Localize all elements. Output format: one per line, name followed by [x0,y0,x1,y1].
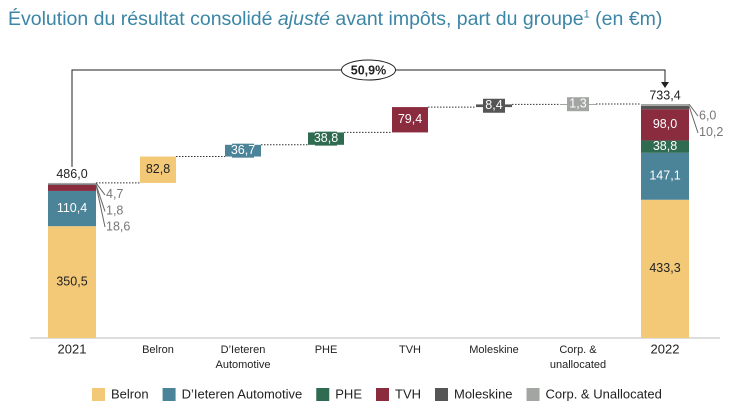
leader-line [688,105,699,134]
x-tick-label: Corp. & [559,344,597,356]
value-label: 350,5 [56,274,87,288]
stack-segment [48,190,96,227]
x-tick-label: unallocated [550,359,606,371]
legend-swatch [316,388,330,401]
title-part: avant impôts, part du groupe [329,8,584,30]
legend-label: Moleskine [454,386,513,401]
stack-segment [48,184,96,186]
title-part: Évolution du résultat consolidé [8,8,278,30]
arrow-head [661,82,669,88]
value-label: 82,8 [146,162,170,176]
stack-segment [641,152,689,200]
annotation: 50,9% [351,63,386,77]
value-label: 8,4 [485,98,502,112]
stack-segment [48,185,96,191]
legend-label: PHE [335,386,362,401]
legend-label: D’Ieteren Automotive [182,386,303,401]
value-label: 79,4 [398,112,422,126]
label-box [315,131,337,146]
x-tick-label: Automotive [215,359,270,371]
legend-label: Belron [111,386,149,401]
stack-segment [641,109,689,141]
value-label: 4,7 [106,187,123,201]
label-box [483,98,505,113]
value-label: 110,4 [57,201,87,215]
stack-segment [641,105,689,110]
stack-segment [641,199,689,338]
legend-label: TVH [395,386,421,401]
legend-swatch [376,388,389,401]
value-label: 6,0 [699,108,716,122]
value-label: 1,8 [106,204,123,218]
value-label: 98,0 [653,117,677,131]
growth-bracket [71,69,666,167]
total-label: 486,0 [56,167,87,181]
x-tick-label: Moleskine [469,344,519,356]
x-tick-label: D’Ieteren [221,344,266,356]
value-label: 147,1 [649,169,680,183]
legend-swatch [92,388,105,401]
legend-label: Corp. & Unallocated [546,386,662,401]
stack-segment [48,226,96,338]
title-part: (en €m) [589,8,663,30]
leader-line [95,184,106,212]
x-tick-label: 2022 [651,341,680,356]
label-box [232,143,254,158]
total-label: 733,4 [649,88,680,102]
stack-segment [48,182,96,185]
legend-swatch [435,388,448,401]
stack-segment [641,140,689,153]
legend-swatch [526,388,540,401]
annotation-bubble [341,59,396,81]
delta-bar [140,156,176,183]
value-label: 36,7 [231,143,255,157]
leader-line [95,182,106,196]
title-part: 1 [583,8,590,21]
leader-line [688,103,699,117]
title-part: ajusté [277,8,330,30]
delta-bar [392,107,428,133]
value-label: 38,8 [314,131,338,145]
legend-swatch [162,388,176,401]
value-label: 1,3 [569,97,586,111]
x-tick-label: 2021 [58,341,87,356]
x-tick-label: TVH [399,344,421,356]
value-label: 433,3 [649,261,680,275]
leader-line [95,184,106,228]
stack-segment [641,104,689,106]
value-label: 38,8 [653,139,677,153]
x-tick-label: Belron [142,344,174,356]
x-tick-label: PHE [315,344,338,356]
chart-title: Évolution du résultat consolidé ajusté a… [8,8,662,31]
value-label: 18,6 [106,219,130,233]
value-label: 10,2 [699,125,723,139]
label-box [567,97,589,112]
